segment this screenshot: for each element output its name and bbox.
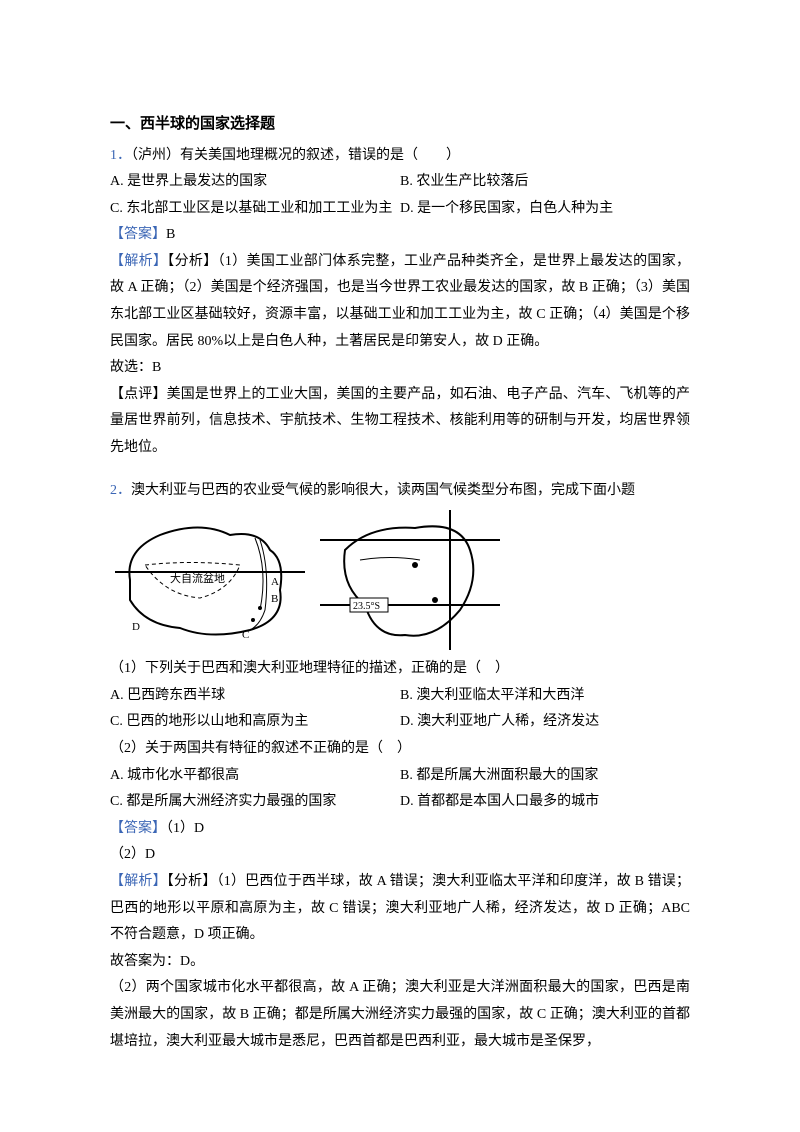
q2-analysis1: 【解析】【分析】（1）巴西位于西半球，故 A 错误；澳大利亚临太平洋和印度洋，故… xyxy=(110,869,690,949)
q1-conclusion: 故选：B xyxy=(110,355,690,382)
q2-sub2-stem: （2）关于两国共有特征的叙述不正确的是（ ） xyxy=(110,736,690,763)
q2-sub2-row1: A. 城市化水平都很高 B. 都是所属大洲面积最大的国家 xyxy=(110,763,690,790)
q2-answer1: （1）D xyxy=(166,821,204,836)
q1-stem: 1．（泸州）有关美国地理概况的叙述，错误的是（ ） xyxy=(110,143,690,170)
q2-sub1-row1: A. 巴西跨东西半球 B. 澳大利亚临太平洋和大西洋 xyxy=(110,683,690,710)
q1-dianping: 【点评】美国是世界上的工业大国，美国的主要产品，如石油、电子产品、汽车、飞机等的… xyxy=(110,382,690,462)
q1-answer: B xyxy=(166,227,175,242)
australia-label: 大自流盆地 xyxy=(170,571,225,585)
q1-opt-c: C. 东北部工业区是以基础工业和加工工业为主 xyxy=(110,196,400,223)
q1-opt-b: B. 农业生产比较落后 xyxy=(400,169,690,196)
q2s1-c: C. 巴西的地形以山地和高原为主 xyxy=(110,709,400,736)
q2s1-a: A. 巴西跨东西半球 xyxy=(110,683,400,710)
answer-label: 【答案】 xyxy=(110,227,166,242)
letter-c: C xyxy=(242,629,249,641)
section-title: 一、西半球的国家选择题 xyxy=(110,110,690,139)
q2-analysis2: （2）两个国家城市化水平都很高，故 A 正确；澳大利亚是大洋洲面积最大的国家，巴… xyxy=(110,975,690,1055)
analysis-label: 【解析】 xyxy=(110,874,167,889)
q2-conclusion1: 故答案为：D。 xyxy=(110,949,690,976)
q1-dianping-body: 美国是世界上的工业大国，美国的主要产品，如石油、电子产品、汽车、飞机等的产量居世… xyxy=(110,387,690,455)
australia-map-icon: 大自流盆地 A B C D xyxy=(110,510,310,650)
q1-analysis-title: 【分析】 xyxy=(167,254,217,269)
q2s2-b: B. 都是所属大洲面积最大的国家 xyxy=(400,763,690,790)
q2-analysis-body2: （2）两个国家城市化水平都很高，故 A 正确；澳大利亚是大洋洲面积最大的国家，巴… xyxy=(110,980,690,1048)
q2s1-b: B. 澳大利亚临太平洋和大西洋 xyxy=(400,683,690,710)
letter-a: A xyxy=(271,576,279,588)
q2-sub2-row2: C. 都是所属大洲经济实力最强的国家 D. 首都都是本国人口最多的城市 xyxy=(110,789,690,816)
q2-sub1-row2: C. 巴西的地形以山地和高原为主 D. 澳大利亚地广人稀，经济发达 xyxy=(110,709,690,736)
spacer xyxy=(110,462,690,478)
dianping-label: 【点评】 xyxy=(110,387,167,402)
brazil-lat-label: 23.5°S xyxy=(353,601,380,612)
q2s1-d: D. 澳大利亚地广人稀，经济发达 xyxy=(400,709,690,736)
q2-answer-line1: 【答案】（1）D xyxy=(110,816,690,843)
figure-row: 大自流盆地 A B C D 23.5°S xyxy=(110,510,690,650)
analysis-label: 【解析】 xyxy=(110,254,167,269)
q2s2-c: C. 都是所属大洲经济实力最强的国家 xyxy=(110,789,400,816)
q2s2-a: A. 城市化水平都很高 xyxy=(110,763,400,790)
q1-option-row-2: C. 东北部工业区是以基础工业和加工工业为主 D. 是一个移民国家，白色人种为主 xyxy=(110,196,690,223)
q2-analysis-title: 【分析】 xyxy=(167,874,217,889)
q1-stem-text: （泸州）有关美国地理概况的叙述，错误的是（ ） xyxy=(131,148,460,163)
q2-stem: 2．澳大利亚与巴西的农业受气候的影响很大，读两国气候类型分布图，完成下面小题 xyxy=(110,478,690,505)
brazil-map-icon: 23.5°S xyxy=(320,510,500,650)
letter-b: B xyxy=(271,593,278,605)
q1-opt-d: D. 是一个移民国家，白色人种为主 xyxy=(400,196,690,223)
q2-stem-text: 澳大利亚与巴西的农业受气候的影响很大，读两国气候类型分布图，完成下面小题 xyxy=(131,483,635,498)
letter-d: D xyxy=(132,621,140,633)
answer-label: 【答案】 xyxy=(110,821,166,836)
q2-sub1-stem: （1）下列关于巴西和澳大利亚地理特征的描述，正确的是（ ） xyxy=(110,656,690,683)
q2-answer-line2: （2）D xyxy=(110,842,690,869)
q1-number: 1． xyxy=(110,148,131,163)
q1-option-row-1: A. 是世界上最发达的国家 B. 农业生产比较落后 xyxy=(110,169,690,196)
q1-answer-line: 【答案】B xyxy=(110,222,690,249)
q2s2-d: D. 首都都是本国人口最多的城市 xyxy=(400,789,690,816)
q2-number: 2． xyxy=(110,483,131,498)
q1-opt-a: A. 是世界上最发达的国家 xyxy=(110,169,400,196)
q1-analysis: 【解析】【分析】（1）美国工业部门体系完整，工业产品种类齐全，是世界上最发达的国… xyxy=(110,249,690,355)
